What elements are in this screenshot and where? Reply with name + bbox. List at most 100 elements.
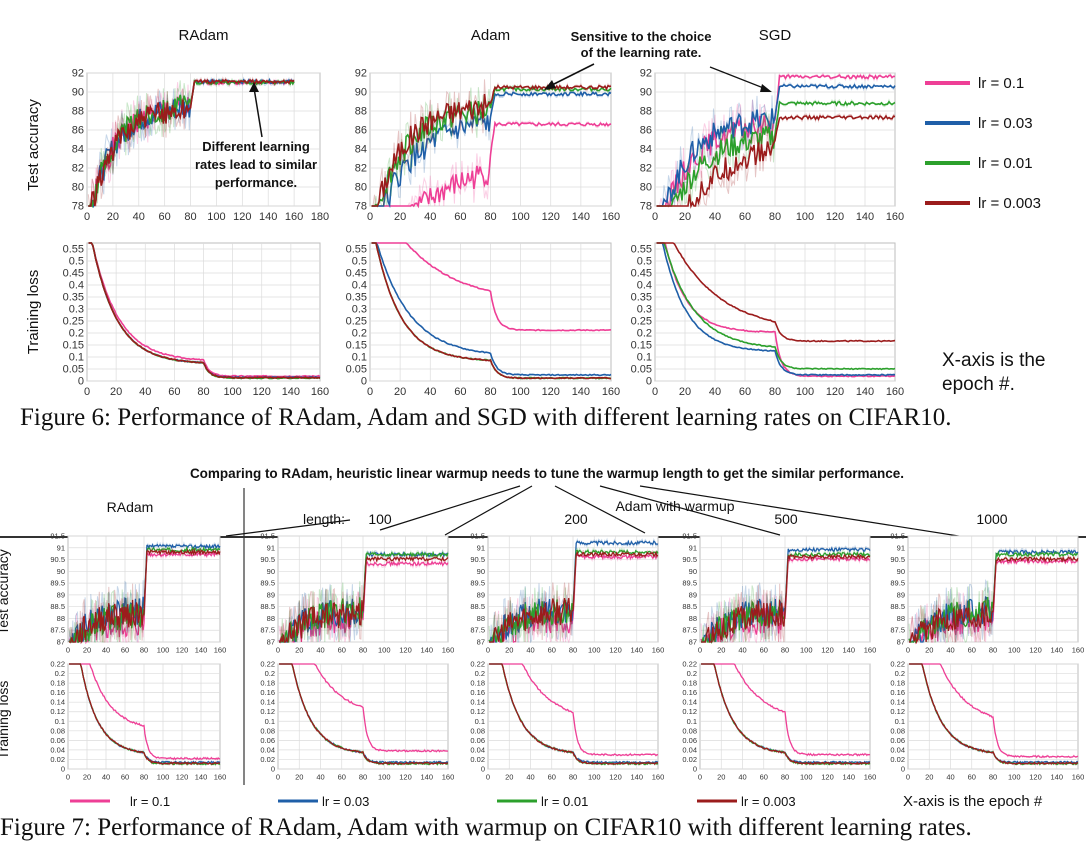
x-tick-label: 140 bbox=[1050, 773, 1063, 782]
y-tick-label: 0.1 bbox=[637, 352, 652, 364]
y-tick-label: 90.5 bbox=[682, 555, 697, 564]
y-tick-label: 88 bbox=[355, 106, 367, 118]
y-tick-label: 87 bbox=[57, 638, 65, 647]
y-tick-label: 0 bbox=[61, 765, 65, 774]
x-tick-label: 60 bbox=[121, 646, 129, 655]
y-tick-label: 0.1 bbox=[55, 717, 65, 726]
x-tick-label: 20 bbox=[394, 211, 406, 223]
x-tick-label: 20 bbox=[717, 773, 725, 782]
y-tick-label: 89.5 bbox=[682, 579, 697, 588]
x-tick-label: 20 bbox=[679, 386, 691, 398]
x-tick-label: 60 bbox=[121, 773, 129, 782]
x-tick-label: 0 bbox=[367, 386, 373, 398]
x-tick-label: 0 bbox=[486, 773, 490, 782]
y-tick-label: 88.5 bbox=[260, 602, 275, 611]
x-tick-label: 0 bbox=[698, 646, 702, 655]
legend-label-3: lr = 0.01 bbox=[978, 155, 1033, 172]
y-tick-label: 86 bbox=[640, 125, 652, 137]
y-tick-label: 92 bbox=[640, 68, 652, 80]
x-tick-label: 40 bbox=[738, 773, 746, 782]
x-tick-label: 80 bbox=[359, 773, 367, 782]
y-tick-label: 0 bbox=[646, 376, 652, 388]
y-tick-label: 0.2 bbox=[352, 328, 367, 340]
x-tick-label: 40 bbox=[424, 211, 436, 223]
y-tick-label: 0.55 bbox=[631, 244, 652, 256]
x-tick-label: 60 bbox=[159, 211, 171, 223]
y-tick-label: 0.16 bbox=[50, 688, 65, 697]
annotation-adam-line: of the learning rate. bbox=[581, 45, 702, 60]
x-tick-label: 0 bbox=[84, 211, 90, 223]
fig7-loss-panel bbox=[699, 663, 871, 770]
y-tick-label: 0.04 bbox=[890, 745, 905, 754]
x-tick-label: 80 bbox=[359, 646, 367, 655]
y-tick-label: 0.25 bbox=[346, 316, 367, 328]
fig6-loss-panel bbox=[86, 242, 321, 382]
x-tick-label: 140 bbox=[259, 211, 277, 223]
fig7-legend-label-4: lr = 0.003 bbox=[741, 794, 796, 809]
fig7-legend-label-1: lr = 0.1 bbox=[130, 794, 170, 809]
y-tick-label: 0.1 bbox=[352, 352, 367, 364]
y-tick-label: 0.14 bbox=[260, 698, 275, 707]
x-tick-label: 80 bbox=[989, 773, 997, 782]
x-tick-label: 140 bbox=[572, 211, 590, 223]
y-tick-label: 0.06 bbox=[890, 736, 905, 745]
x-tick-label: 0 bbox=[652, 211, 658, 223]
x-tick-label: 100 bbox=[588, 773, 601, 782]
y-tick-label: 86 bbox=[355, 125, 367, 137]
annotation-arrowhead bbox=[249, 82, 259, 92]
x-tick-label: 140 bbox=[1050, 646, 1063, 655]
y-tick-label: 87 bbox=[689, 638, 697, 647]
y-tick-label: 0.18 bbox=[682, 679, 697, 688]
y-tick-label: 87.5 bbox=[470, 626, 485, 635]
x-tick-label: 100 bbox=[588, 646, 601, 655]
fig7-acc-panel bbox=[699, 535, 871, 644]
y-tick-label: 87.5 bbox=[260, 626, 275, 635]
y-tick-label: 0.45 bbox=[631, 268, 652, 280]
x-tick-label: 60 bbox=[338, 773, 346, 782]
y-tick-label: 91.5 bbox=[50, 532, 65, 541]
y-tick-label: 0.1 bbox=[687, 717, 697, 726]
x-tick-label: 80 bbox=[140, 646, 148, 655]
fig7-acc-panel bbox=[67, 535, 221, 645]
series-line-4 bbox=[279, 555, 449, 643]
y-tick-label: 91 bbox=[267, 543, 275, 552]
x-tick-label: 180 bbox=[311, 211, 329, 223]
series-line-4 bbox=[88, 78, 295, 207]
y-tick-label: 0.02 bbox=[682, 755, 697, 764]
x-tick-label: 60 bbox=[454, 211, 466, 223]
x-tick-label: 80 bbox=[989, 646, 997, 655]
x-tick-label: 60 bbox=[760, 646, 768, 655]
y-tick-label: 0.04 bbox=[682, 745, 697, 754]
y-tick-label: 89.5 bbox=[260, 579, 275, 588]
x-tick-label: 100 bbox=[800, 773, 813, 782]
y-tick-label: 90 bbox=[72, 87, 84, 99]
y-tick-label: 91 bbox=[477, 543, 485, 552]
x-tick-label: 80 bbox=[769, 211, 781, 223]
y-tick-label: 0.2 bbox=[265, 669, 275, 678]
figure7-caption: Figure 7: Performance of RAdam, Adam wit… bbox=[0, 814, 972, 841]
x-tick-label: 140 bbox=[195, 773, 208, 782]
y-tick-label: 0.02 bbox=[50, 755, 65, 764]
x-tick-label: 40 bbox=[133, 211, 145, 223]
y-tick-label: 90 bbox=[640, 87, 652, 99]
y-tick-label: 91 bbox=[57, 543, 65, 552]
x-tick-label: 120 bbox=[176, 646, 189, 655]
x-tick-label: 160 bbox=[886, 386, 904, 398]
y-tick-label: 0 bbox=[901, 765, 905, 774]
legend-label-2: lr = 0.03 bbox=[978, 115, 1033, 132]
x-tick-label: 160 bbox=[1072, 773, 1085, 782]
y-tick-label: 0.02 bbox=[890, 755, 905, 764]
x-tick-label: 80 bbox=[484, 386, 496, 398]
y-tick-label: 84 bbox=[355, 144, 367, 156]
y-tick-label: 89.5 bbox=[890, 579, 905, 588]
panel-title: RAdam bbox=[178, 27, 228, 44]
fig7-loss-panel bbox=[487, 663, 659, 770]
series-line-2 bbox=[656, 83, 896, 207]
y-tick-label: 0.08 bbox=[890, 726, 905, 735]
y-tick-label: 89 bbox=[477, 590, 485, 599]
fig7-legend-label-3: lr = 0.01 bbox=[541, 794, 588, 809]
x-tick-label: 160 bbox=[1072, 646, 1085, 655]
series-line-4 bbox=[656, 242, 896, 343]
x-tick-label: 40 bbox=[139, 386, 151, 398]
x-tick-label: 160 bbox=[214, 773, 227, 782]
